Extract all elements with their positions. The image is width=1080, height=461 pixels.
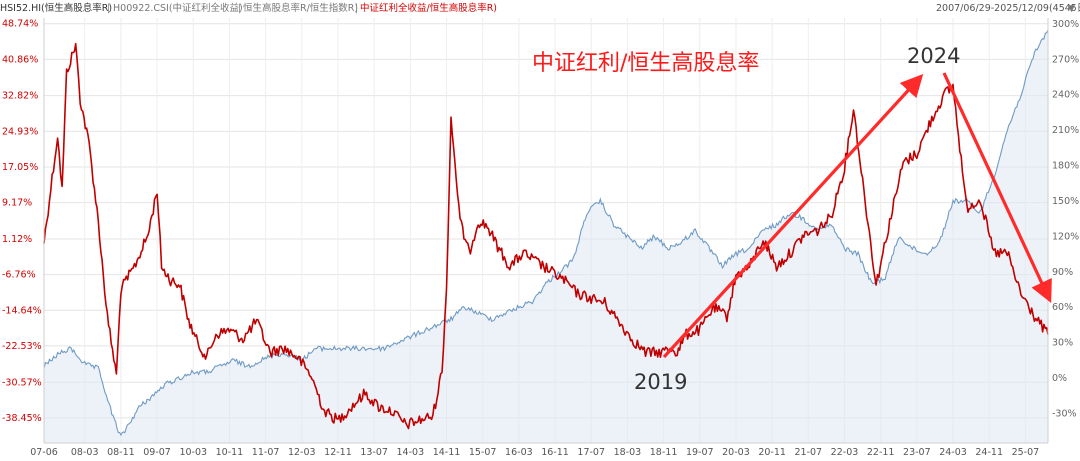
- right-tick-label: 30%: [1052, 338, 1073, 349]
- x-tick-label: 15-07: [469, 447, 497, 458]
- left-tick-label: 9.17%: [2, 198, 32, 209]
- x-tick-label: 12-11: [324, 447, 352, 458]
- right-tick-label: -30%: [1052, 408, 1077, 419]
- x-axis-labels: 07-06 08-03 08-11 09-07 10-03 10-11 11-07 12-03…: [30, 447, 1039, 458]
- x-tick-label: 10-03: [179, 447, 207, 458]
- right-tick-label: 270%: [1052, 54, 1079, 65]
- x-tick-label: 24-11: [975, 447, 1003, 458]
- x-tick-label: 25-07: [1012, 447, 1040, 458]
- x-tick-label: 09-07: [143, 447, 171, 458]
- x-tick-label: 19-07: [686, 447, 714, 458]
- x-tick-label: 22-11: [867, 447, 895, 458]
- left-tick-label: -30.57%: [2, 377, 42, 388]
- x-tick-label: 24-03: [939, 447, 967, 458]
- legend-item-hsi-high-dividend[interactable]: HSI52.HI(恒生高股息率R): [0, 3, 113, 14]
- trend-arrow-down: [942, 72, 1052, 304]
- x-tick-label: 10-11: [216, 447, 244, 458]
- series-line-hsi-high-div-vs-hsi: [43, 29, 1049, 437]
- left-tick-label: 1.12%: [2, 234, 32, 245]
- x-tick-label: 20-11: [758, 447, 786, 458]
- trend-arrow-up: [662, 74, 924, 359]
- x-tick-label: 07-06: [30, 447, 58, 458]
- series-area-hsi-high-div-vs-hsi: [44, 29, 1048, 444]
- x-tick-label: 08-11: [107, 447, 135, 458]
- x-tick-label: 14-11: [433, 447, 461, 458]
- left-axis-labels: 48.74% 40.86% 32.82% 24.93% 17.05% 9.17% 1.12%…: [2, 19, 42, 424]
- right-tick-label: 150%: [1052, 196, 1079, 207]
- series-line-csi-div-vs-hsi-high-div: [43, 42, 1049, 430]
- right-tick-label: 120%: [1052, 231, 1079, 242]
- left-tick-label: -6.76%: [2, 270, 36, 281]
- x-tick-label: 11-07: [252, 447, 280, 458]
- left-tick-label: -14.64%: [2, 305, 42, 316]
- x-tick-label: 12-03: [288, 447, 316, 458]
- x-tick-label: 16-03: [505, 447, 533, 458]
- right-tick-label: 90%: [1052, 267, 1073, 278]
- triangle-down-icon[interactable]: ▼: [1068, 4, 1075, 14]
- left-tick-label: 40.86%: [2, 54, 38, 65]
- x-tick-label: 13-07: [360, 447, 388, 458]
- x-tick-label: 17-07: [577, 447, 605, 458]
- left-tick-label: -22.53%: [2, 341, 42, 352]
- legend-separator: |: [107, 3, 111, 14]
- x-tick-label: 08-03: [71, 447, 99, 458]
- left-tick-label: 24.93%: [2, 126, 38, 137]
- x-tick-label: 20-03: [722, 447, 750, 458]
- legend-item-csi-dividend[interactable]: H00922.CSI(中证红利全收益): [113, 3, 243, 14]
- right-axis-labels: 300% 270% 240% 210% 180% 150% 120% 90% 60% 30% 0% -…: [1052, 19, 1079, 420]
- legend-separator: |: [238, 3, 242, 14]
- series-lines: [43, 29, 1049, 437]
- year-label-2019: 2019: [634, 370, 687, 394]
- x-tick-label: 22-03: [831, 447, 859, 458]
- right-tick-label: 0%: [1052, 373, 1067, 384]
- right-tick-label: 60%: [1052, 302, 1073, 313]
- x-tick-label: 14-03: [397, 447, 425, 458]
- date-range-label[interactable]: 2007/06/29-2025/12/09(4545日): [936, 3, 1080, 14]
- right-tick-label: 210%: [1052, 125, 1079, 136]
- x-tick-label: 16-11: [541, 447, 569, 458]
- left-tick-label: 48.74%: [2, 19, 38, 30]
- right-tick-label: 180%: [1052, 161, 1079, 172]
- x-tick-label: 18-11: [650, 447, 678, 458]
- legend-separator: |: [355, 3, 359, 14]
- x-tick-label: 18-03: [614, 447, 642, 458]
- blue-area-fill: [44, 29, 1048, 444]
- left-tick-label: 32.82%: [2, 91, 38, 102]
- x-tick-label: 23-07: [903, 447, 931, 458]
- legend-item-csi-div-vs-hsi-high-div[interactable]: 中证红利全收益/恒生高股息率R): [360, 3, 498, 14]
- right-tick-label: 240%: [1052, 90, 1079, 101]
- x-tick-label: 21-07: [795, 447, 823, 458]
- year-label-2024: 2024: [907, 44, 960, 68]
- left-tick-label: -38.45%: [2, 413, 42, 424]
- axes-frame: [43, 18, 1049, 444]
- legend-item-hsi-high-div-vs-hsi[interactable]: 恒生高股息率R/恒生指数R): [243, 3, 359, 14]
- annotations: 中证红利/恒生高股息率 2024 2019: [532, 44, 1052, 394]
- left-tick-label: 17.05%: [2, 162, 38, 173]
- chart-annotation-title: 中证红利/恒生高股息率: [532, 51, 759, 76]
- right-tick-label: 300%: [1052, 19, 1079, 30]
- chart-header: HSI52.HI(恒生高股息率R) | H00922.CSI(中证红利全收益) …: [0, 0, 1080, 18]
